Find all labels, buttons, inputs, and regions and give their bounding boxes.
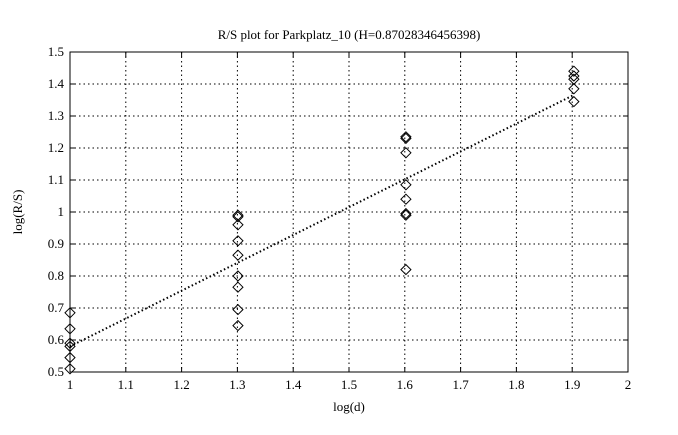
x-axis-label: log(d) <box>333 399 365 414</box>
data-point <box>232 235 244 247</box>
data-point <box>400 179 412 191</box>
data-point <box>400 207 412 220</box>
data-point <box>232 211 244 223</box>
data-point <box>232 270 244 282</box>
data-point <box>568 65 580 77</box>
x-tick-label: 1.5 <box>341 377 357 392</box>
data-point <box>232 219 244 231</box>
data-point <box>232 249 244 261</box>
fit-line <box>69 94 575 348</box>
y-tick-label: 1 <box>58 204 65 219</box>
data-point <box>400 132 412 145</box>
data-point <box>64 363 76 375</box>
data-point <box>400 147 412 159</box>
y-tick-label: 1.3 <box>48 108 64 123</box>
data-point <box>568 70 580 82</box>
y-tick-label: 0.6 <box>48 332 65 347</box>
x-tick-label: 2 <box>625 377 632 392</box>
y-tick-label: 0.5 <box>48 364 64 379</box>
y-tick-label: 0.9 <box>48 236 64 251</box>
x-tick-label: 1.6 <box>397 377 414 392</box>
x-tick-label: 1.1 <box>118 377 134 392</box>
y-tick-label: 1.5 <box>48 44 64 59</box>
y-tick-label: 0.7 <box>48 300 65 315</box>
x-tick-label: 1.2 <box>173 377 189 392</box>
data-point <box>400 131 412 143</box>
x-tick-label: 1.8 <box>508 377 524 392</box>
x-tick-label: 1.4 <box>285 377 302 392</box>
plot-frame <box>69 51 629 373</box>
y-tick-label: 0.8 <box>48 268 64 283</box>
y-tick-label: 1.1 <box>48 172 64 187</box>
data-point <box>568 83 580 95</box>
y-tick-label: 1.2 <box>48 140 64 155</box>
x-tick-label: 1.3 <box>229 377 245 392</box>
y-tick-label: 1.4 <box>48 76 65 91</box>
x-tick-label: 1 <box>67 377 74 392</box>
x-tick-label: 1.9 <box>564 377 580 392</box>
data-point <box>232 303 244 316</box>
chart-title: R/S plot for Parkplatz_10 (H=0.870283464… <box>218 27 481 42</box>
data-point <box>400 209 412 221</box>
y-axis-label: log(R/S) <box>10 190 25 235</box>
data-point <box>232 281 244 293</box>
x-tick-label: 1.7 <box>452 377 469 392</box>
data-point <box>232 319 244 332</box>
data-point <box>568 95 580 108</box>
data-point <box>400 263 412 276</box>
data-point <box>400 193 412 205</box>
